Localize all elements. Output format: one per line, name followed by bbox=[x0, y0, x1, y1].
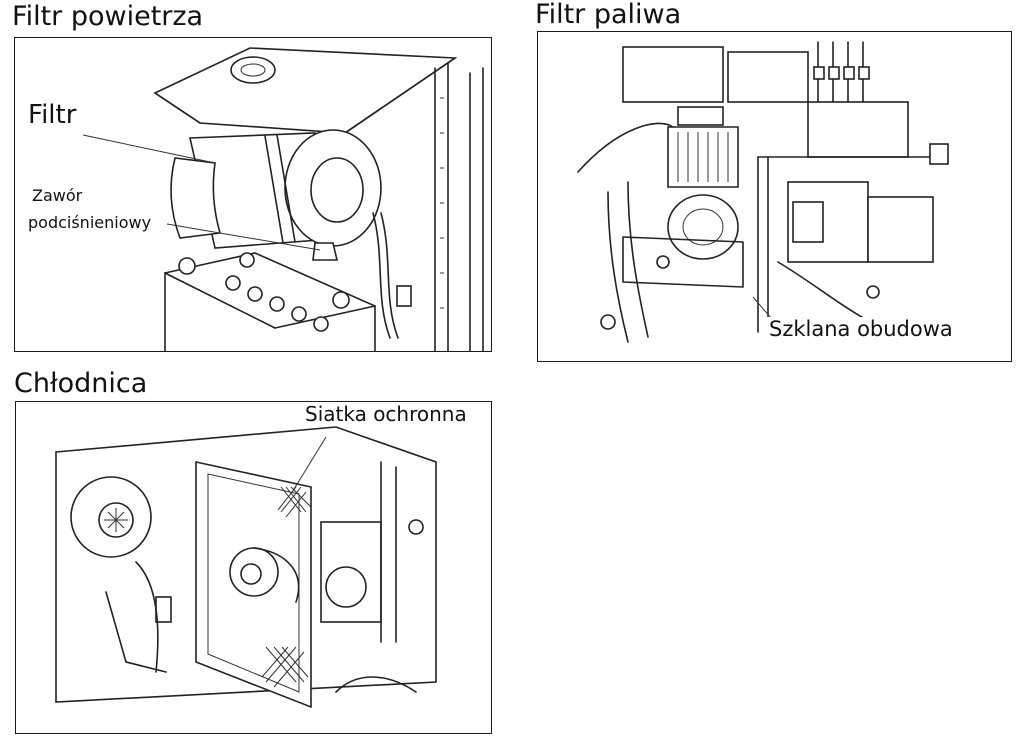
vacuum-valve-label-line2: podciśnieniowy bbox=[26, 213, 154, 232]
fuel-filter-illustration bbox=[577, 41, 949, 343]
air-filter-illustration bbox=[82, 47, 484, 351]
fuel-filter-panel: Szklana obudowa bbox=[537, 31, 1012, 362]
radiator-panel: Siatka ochronna bbox=[15, 401, 492, 734]
filter-label: Filtr bbox=[26, 100, 79, 130]
protective-screen-label: Siatka ochronna bbox=[303, 402, 469, 426]
glass-housing-label: Szklana obudowa bbox=[767, 317, 955, 341]
fuel-filter-title: Filtr paliwa bbox=[535, 0, 682, 30]
vacuum-valve-label-line1: Zawór bbox=[30, 186, 85, 205]
radiator-title: Chłodnica bbox=[14, 368, 148, 399]
air-filter-panel bbox=[14, 37, 492, 352]
radiator-illustration bbox=[55, 426, 437, 709]
air-filter-title: Filtr powietrza bbox=[12, 1, 204, 32]
